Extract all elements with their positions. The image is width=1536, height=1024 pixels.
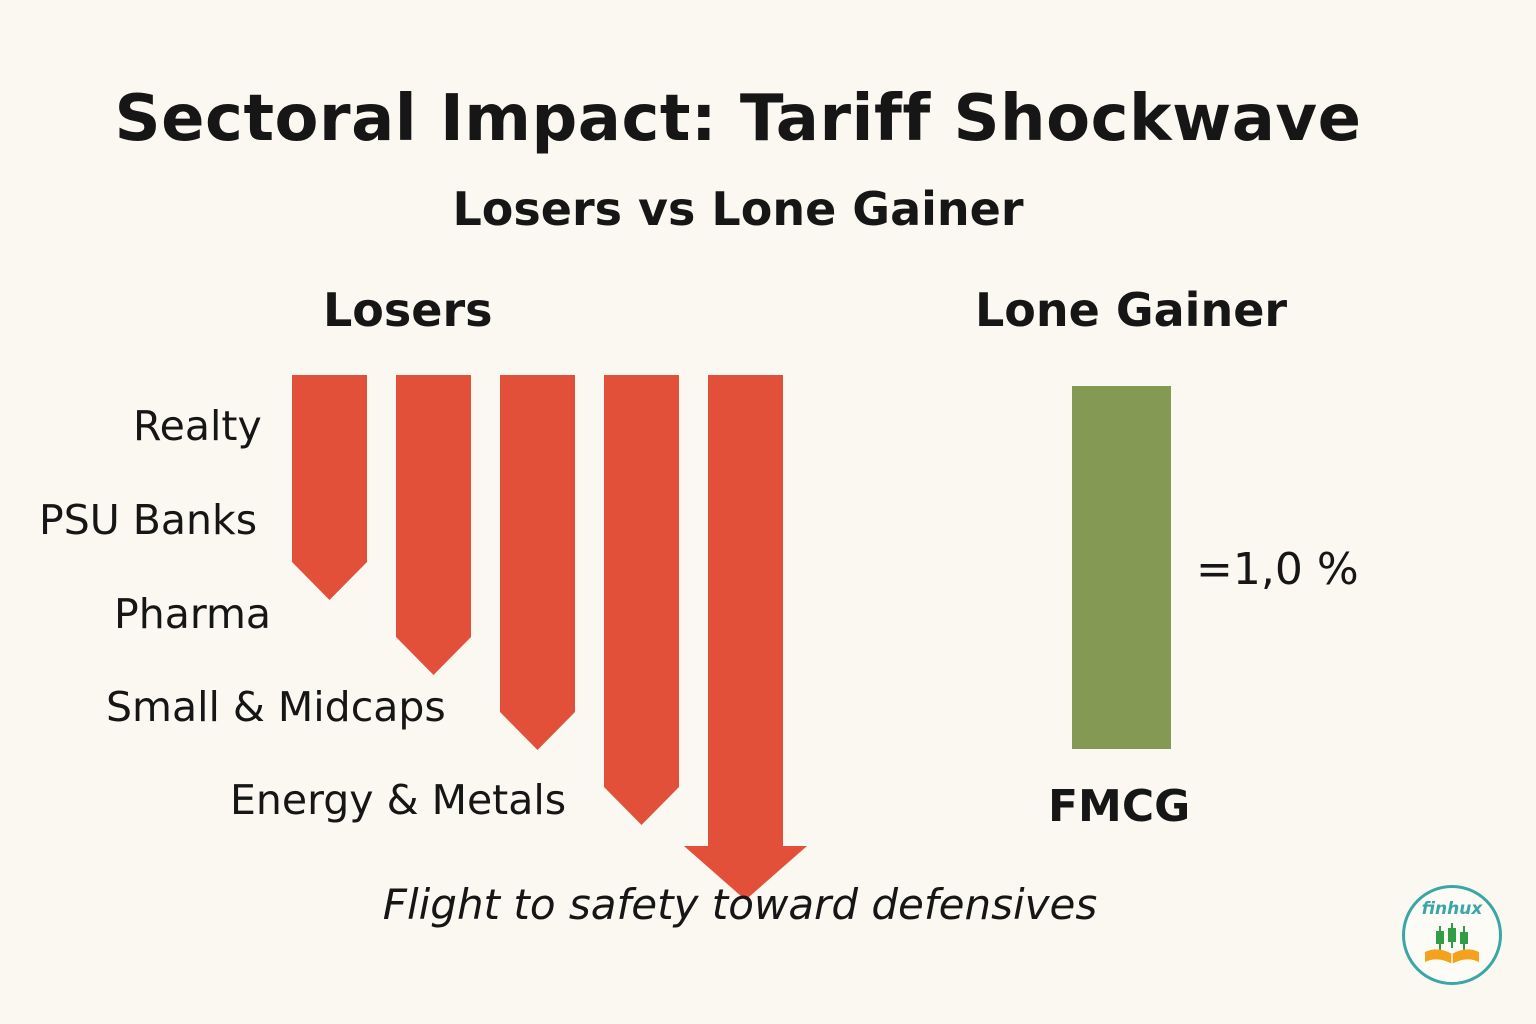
losers-heading: Losers [323, 283, 493, 337]
loser-label-psu-banks: PSU Banks [39, 496, 258, 544]
loser-arrow-energy-metals [684, 375, 807, 900]
chart-title: Sectoral Impact: Tariff Shockwave [114, 82, 1362, 156]
loser-arrow-realty [292, 375, 367, 600]
candlestick-book-icon [1425, 923, 1479, 964]
gainer-bar-fmcg [1072, 386, 1171, 749]
gainer-heading: Lone Gainer [975, 283, 1288, 337]
loser-arrow-small-midcaps [604, 375, 679, 825]
logo-wordmark: finhux [1421, 899, 1483, 919]
loser-label-pharma: Pharma [114, 590, 272, 638]
gainer-value-label: =1,0 % [1196, 544, 1359, 595]
gainer-category-label: FMCG [1048, 781, 1191, 832]
loser-label-small-midcaps: Small & Midcaps [106, 683, 446, 731]
caption-note: Flight to safety toward defensives [382, 880, 1098, 929]
loser-arrow-psu-banks [396, 375, 471, 675]
chart-subtitle: Losers vs Lone Gainer [452, 182, 1024, 236]
loser-label-energy-metals: Energy & Metals [230, 776, 567, 824]
loser-arrow-pharma [500, 375, 575, 750]
finhux-logo: finhux [1402, 885, 1502, 985]
loser-label-realty: Realty [133, 402, 262, 450]
